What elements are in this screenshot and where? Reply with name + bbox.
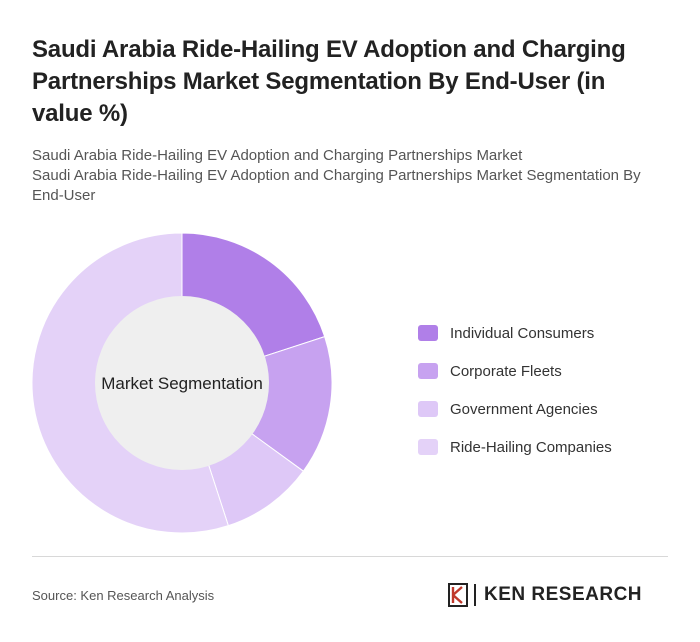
- legend-item: Individual Consumers: [418, 314, 678, 352]
- subtitle-line-1: Saudi Arabia Ride-Hailing EV Adoption an…: [32, 147, 523, 164]
- ken-research-logo-icon: [448, 583, 468, 607]
- legend-label: Government Agencies: [450, 400, 598, 418]
- legend-swatch: [418, 439, 438, 455]
- chart-legend: Individual Consumers Corporate Fleets Gove…: [418, 314, 678, 466]
- donut-hole: [95, 296, 269, 470]
- legend-item: Government Agencies: [418, 390, 678, 428]
- subtitle-line-2: Saudi Arabia Ride-Hailing EV Adoption an…: [32, 167, 641, 204]
- brand-name: KEN RESEARCH: [484, 584, 643, 605]
- legend-swatch: [418, 325, 438, 341]
- chart-subtitle: Saudi Arabia Ride-Hailing EV Adoption an…: [32, 146, 672, 206]
- legend-label: Individual Consumers: [450, 324, 595, 342]
- legend-item: Ride-Hailing Companies: [418, 428, 678, 466]
- legend-label: Corporate Fleets: [450, 362, 562, 380]
- donut-chart: Market Segmentation: [31, 232, 333, 534]
- legend-label: Ride-Hailing Companies: [450, 438, 612, 456]
- brand-separator: [474, 584, 476, 606]
- legend-swatch: [418, 363, 438, 379]
- legend-item: Corporate Fleets: [418, 352, 678, 390]
- center-label: Market Segmentation: [101, 374, 263, 393]
- source-note: Source: Ken Research Analysis: [32, 588, 215, 603]
- footer-divider: [32, 556, 668, 557]
- brand-logo: KEN RESEARCH: [448, 582, 642, 608]
- chart-title: Saudi Arabia Ride-Hailing EV Adoption an…: [32, 36, 626, 127]
- legend-swatch: [418, 401, 438, 417]
